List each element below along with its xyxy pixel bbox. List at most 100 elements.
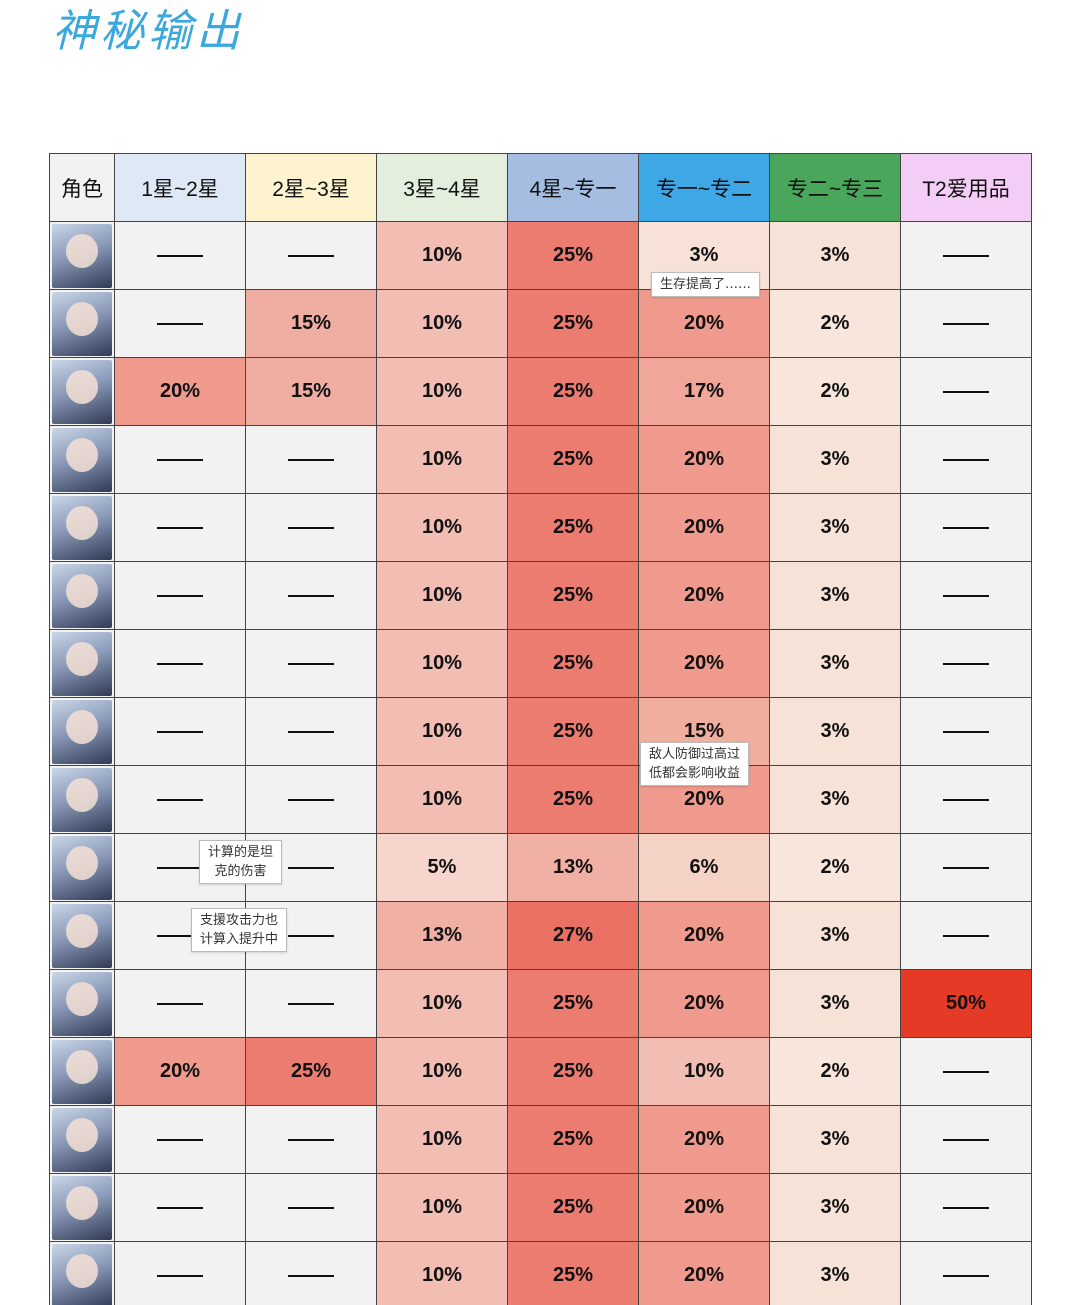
dash-line	[288, 866, 334, 869]
table-cell	[245, 221, 377, 290]
table-row: 5% 13% 6% 2%	[49, 833, 1032, 902]
cell-value: 10%	[421, 516, 463, 538]
cell-value: 3%	[820, 992, 850, 1014]
table-cell: 3%	[769, 1105, 901, 1174]
table-cell	[245, 493, 377, 562]
table-row: 10% 25% 20% 3%	[49, 425, 1032, 494]
dash-line	[288, 934, 334, 937]
table-row: 10% 25% 20% 3%	[49, 1105, 1032, 1174]
cell-value: 20%	[683, 312, 725, 334]
table-cell	[900, 425, 1032, 494]
table-row: 10% 25% 20% 3%	[49, 1173, 1032, 1242]
dash-line	[288, 254, 334, 257]
table-cell	[245, 561, 377, 630]
cell-value: 20%	[683, 516, 725, 538]
table-cell: 25%	[507, 1037, 639, 1106]
dash-line	[943, 662, 989, 665]
avatar	[52, 767, 112, 832]
dash-line	[288, 1274, 334, 1277]
cell-value: 20%	[683, 992, 725, 1014]
cell-value: 20%	[683, 584, 725, 606]
dash-line	[943, 594, 989, 597]
avatar	[52, 1243, 112, 1305]
cell-value: 25%	[552, 380, 594, 402]
cell-value: 50%	[945, 992, 987, 1014]
table-row: 13% 27% 20% 3%	[49, 901, 1032, 970]
table-cell	[245, 1173, 377, 1242]
table-cell	[900, 833, 1032, 902]
table-cell: 2%	[769, 357, 901, 426]
cell-value: 3%	[820, 516, 850, 538]
cell-value: 20%	[683, 788, 725, 810]
cell-value: 20%	[683, 1264, 725, 1286]
note-line: 克的伤害	[214, 864, 267, 879]
avatar	[52, 835, 112, 900]
cell-value: 25%	[552, 992, 594, 1014]
table-cell: 20%	[638, 493, 770, 562]
table-cell	[900, 357, 1032, 426]
table-cell	[900, 561, 1032, 630]
cell-value: 10%	[421, 244, 463, 266]
dash-line	[157, 662, 203, 665]
cell-value: 25%	[552, 652, 594, 674]
table-cell	[245, 969, 377, 1038]
table-cell: 25%	[507, 1173, 639, 1242]
avatar	[52, 1107, 112, 1172]
cell-value: 27%	[552, 924, 594, 946]
table-row: 10% 25% 20% 3%	[49, 1241, 1032, 1305]
dash-line	[288, 1002, 334, 1005]
table-cell: 15%	[245, 357, 377, 426]
table-cell: 20%	[638, 425, 770, 494]
table-cell: 10%	[376, 357, 508, 426]
avatar	[52, 903, 112, 968]
cell-value: 10%	[421, 1264, 463, 1286]
cell-value: 3%	[820, 652, 850, 674]
avatar-cell	[49, 1241, 115, 1305]
dash-line	[943, 730, 989, 733]
table-cell: 27%	[507, 901, 639, 970]
column-header-star4-ex1: 4星~专一	[507, 153, 639, 222]
table-cell: 10%	[638, 1037, 770, 1106]
table-cell: 17%	[638, 357, 770, 426]
cell-value: 10%	[421, 1128, 463, 1150]
table-cell: 25%	[507, 493, 639, 562]
cell-value: 10%	[683, 1060, 725, 1082]
avatar	[52, 971, 112, 1036]
dash-line	[157, 458, 203, 461]
cell-value: 10%	[421, 584, 463, 606]
dash-line	[157, 1002, 203, 1005]
table-cell	[245, 697, 377, 766]
note-line: 低都会影响收益	[649, 766, 741, 781]
avatar-cell	[49, 1173, 115, 1242]
cell-value: 10%	[421, 1196, 463, 1218]
table-cell: 10%	[376, 697, 508, 766]
table-cell	[900, 289, 1032, 358]
table-cell	[900, 901, 1032, 970]
table-cell	[114, 221, 246, 290]
avatar	[52, 223, 112, 288]
table-cell: 20%	[638, 629, 770, 698]
avatar-cell	[49, 629, 115, 698]
avatar-cell	[49, 493, 115, 562]
cell-value: 20%	[683, 652, 725, 674]
note-line: 计算入提升中	[200, 932, 279, 947]
cell-value: 10%	[421, 312, 463, 334]
dash-line	[943, 322, 989, 325]
table-cell: 25%	[507, 289, 639, 358]
cell-value: 25%	[552, 720, 594, 742]
avatar-cell	[49, 901, 115, 970]
cell-value: 25%	[552, 1060, 594, 1082]
table-cell: 20%	[638, 561, 770, 630]
table-cell: 20%	[114, 1037, 246, 1106]
table-cell: 25%	[507, 221, 639, 290]
avatar-cell	[49, 833, 115, 902]
table-cell: 3%	[769, 561, 901, 630]
cell-value: 17%	[683, 380, 725, 402]
dash-line	[943, 1070, 989, 1073]
cell-value: 3%	[820, 924, 850, 946]
table-row: 15% 10% 25% 20% 2%	[49, 289, 1032, 358]
table-cell: 10%	[376, 765, 508, 834]
table-cell: 3%	[769, 493, 901, 562]
table-cell	[245, 765, 377, 834]
note-support-attack: 支援攻击力也 计算入提升中	[191, 908, 288, 952]
